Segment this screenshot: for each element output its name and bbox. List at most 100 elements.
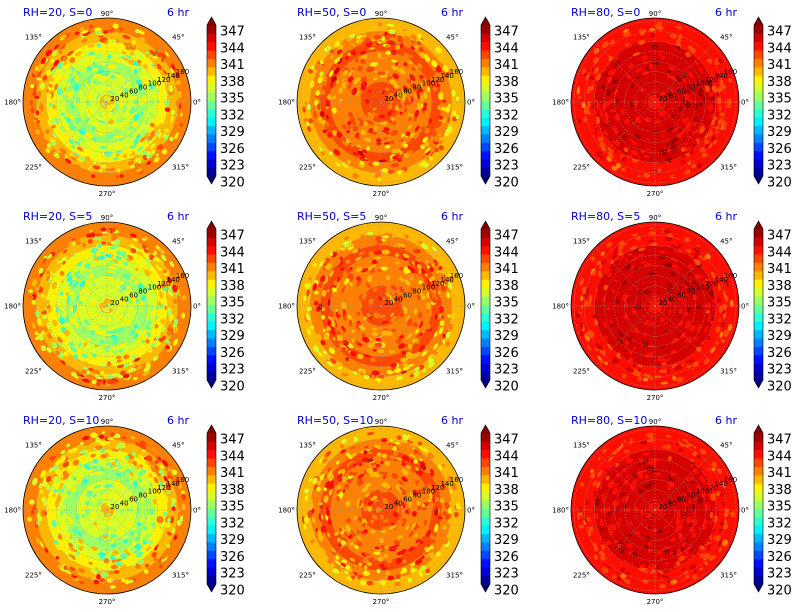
field-cell xyxy=(366,145,370,152)
field-cell xyxy=(598,265,603,269)
field-cell xyxy=(642,226,648,232)
field-cell xyxy=(423,91,428,100)
field-cell xyxy=(439,320,445,326)
field-cell xyxy=(580,295,584,302)
field-cell xyxy=(697,44,703,49)
field-cell xyxy=(95,93,101,101)
field-cell xyxy=(172,298,179,304)
colorbar-segment xyxy=(754,134,763,143)
field-cell xyxy=(316,323,322,328)
field-cell xyxy=(407,124,413,130)
field-cell xyxy=(96,574,101,580)
field-cell xyxy=(706,283,711,290)
field-cell xyxy=(410,137,415,143)
angle-tick-label: 90° xyxy=(375,10,387,18)
colorbar-segment xyxy=(754,150,763,160)
colorbar-segment xyxy=(207,466,216,476)
field-cell xyxy=(121,436,128,440)
field-cell xyxy=(628,357,634,362)
field-cell xyxy=(675,46,681,51)
field-cell xyxy=(404,372,412,377)
field-cell xyxy=(362,253,367,259)
field-cell xyxy=(438,77,442,83)
field-cell xyxy=(86,65,92,71)
angle-tick-label: 45° xyxy=(446,33,458,41)
colorbar-segment xyxy=(754,75,763,85)
field-cell xyxy=(130,339,135,343)
field-cell xyxy=(49,297,54,301)
colorbar-tick-label: 338 xyxy=(494,279,519,294)
radial-gridline xyxy=(583,30,727,174)
field-cell xyxy=(121,251,127,256)
field-cell xyxy=(84,155,91,162)
field-cell xyxy=(371,143,377,147)
radial-tick-label: 120 xyxy=(705,76,718,84)
field-cell xyxy=(682,77,687,84)
colorbar-tick-label: 323 xyxy=(494,159,519,174)
field-cell xyxy=(332,81,336,89)
field-cell xyxy=(159,323,163,330)
field-cell xyxy=(353,152,358,156)
radial-tick-label: 40 xyxy=(668,91,677,99)
field-cell xyxy=(174,64,179,72)
field-cell xyxy=(585,73,590,81)
field-cell xyxy=(162,327,166,333)
colorbar-tick-label: 335 xyxy=(220,500,245,515)
colorbar-segment xyxy=(754,371,763,381)
field-cell xyxy=(64,116,68,121)
field-cell xyxy=(172,284,178,293)
colorbar-tick-label: 323 xyxy=(494,567,519,582)
field-cell xyxy=(607,69,613,76)
field-cell xyxy=(47,332,53,340)
angle-tick-label: 315° xyxy=(720,368,737,376)
field-cell xyxy=(120,126,127,132)
field-cell xyxy=(323,47,329,53)
field-cell xyxy=(40,509,46,517)
field-cell xyxy=(448,103,452,108)
field-cell xyxy=(390,284,398,291)
angle-tick-label: 270° xyxy=(373,598,390,606)
field-cell xyxy=(585,331,590,337)
field-cell xyxy=(637,376,643,382)
field-cell xyxy=(383,168,389,174)
field-cell xyxy=(384,87,390,91)
field-cell xyxy=(403,268,410,274)
radial-tick-label: 160 xyxy=(724,68,737,76)
field-cell xyxy=(675,315,680,321)
radial-tick-label: 80 xyxy=(138,288,147,296)
field-cell xyxy=(142,252,150,259)
field-cell xyxy=(95,499,103,507)
field-cell xyxy=(609,310,614,319)
field-cell xyxy=(616,337,623,345)
field-cell xyxy=(376,349,385,354)
field-cell xyxy=(139,308,143,313)
field-cell xyxy=(101,431,106,434)
field-cell xyxy=(400,370,408,375)
polar-panel: 20 40 60 80 10012014016090°45°0°315°270°225°… xyxy=(552,6,749,198)
field-cell xyxy=(388,29,396,35)
field-cell xyxy=(672,174,680,178)
field-cell xyxy=(637,97,644,102)
angle-tick-label: 225° xyxy=(573,368,590,376)
field-cell xyxy=(611,289,616,293)
colorbar-segment xyxy=(481,270,490,280)
field-cell xyxy=(83,441,92,446)
field-cell xyxy=(46,270,51,275)
field-cell xyxy=(381,36,386,42)
field-cell xyxy=(385,44,390,48)
field-cell xyxy=(718,85,724,92)
colorbar-segment xyxy=(481,100,490,110)
field-cell xyxy=(456,108,461,116)
field-cell xyxy=(173,318,179,327)
field-cell xyxy=(672,106,676,112)
colorbar-segment xyxy=(207,474,216,484)
field-cell xyxy=(369,62,379,67)
field-cell xyxy=(667,301,672,306)
field-cell xyxy=(445,340,451,347)
field-cell xyxy=(92,369,101,374)
field-cell xyxy=(355,256,362,261)
field-cell xyxy=(656,168,663,173)
field-cell xyxy=(93,484,102,489)
field-cell xyxy=(351,49,357,56)
